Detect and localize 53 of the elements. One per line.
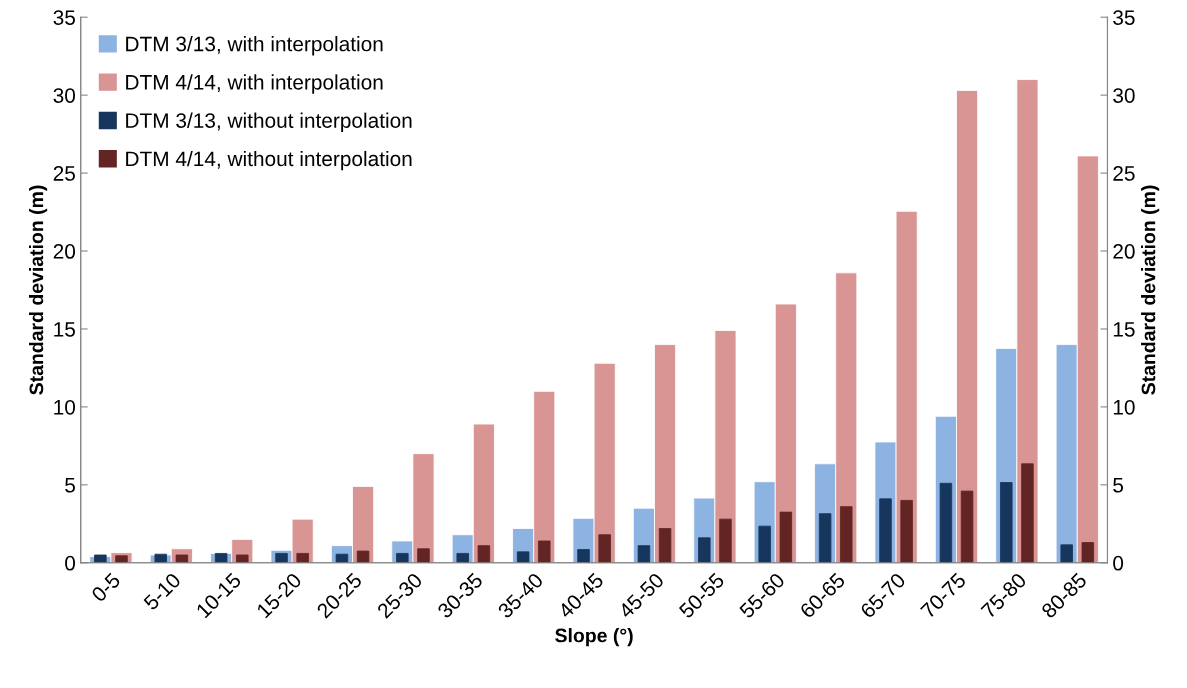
bar [516, 551, 530, 563]
bar [879, 498, 892, 563]
y-tick-label: 15 [54, 322, 75, 337]
bar [939, 482, 953, 563]
bar [456, 553, 469, 563]
y-tick-label: 30 [53, 88, 76, 103]
bar [1081, 542, 1095, 563]
y-tick-label: 5 [65, 478, 75, 493]
bar [417, 548, 430, 563]
legend-label: DTM 4/14, without interpolation [126, 150, 412, 171]
bar [1060, 544, 1073, 563]
bar [1000, 482, 1013, 563]
y2-tick-label: 0 [1113, 555, 1124, 571]
legend-label: DTM 3/13, without interpolation [126, 112, 412, 133]
y2-tick-label: 20 [1113, 244, 1135, 259]
y-axis-title: Standard deviation (m) [29, 185, 48, 395]
bar [900, 500, 913, 563]
bar [477, 545, 491, 563]
bar [356, 550, 370, 563]
y2-axis-title: Standard deviation (m) [1141, 185, 1160, 395]
legend-label: DTM 4/14, with interpolation [126, 74, 383, 94]
y2-tick-label: 35 [1113, 10, 1135, 25]
y2-tick-label: 25 [1113, 166, 1135, 181]
y-tick-label: 35 [53, 10, 75, 25]
y2-tick-label: 5 [1113, 478, 1124, 493]
bar [94, 554, 107, 563]
bar [538, 540, 551, 563]
bar [637, 545, 651, 563]
bar [577, 549, 590, 563]
bar [818, 513, 832, 563]
bar [698, 537, 711, 563]
bar [840, 506, 853, 563]
bar [598, 534, 611, 563]
y2-tick-label: 10 [1113, 399, 1135, 415]
y-tick-label: 0 [65, 555, 76, 571]
bar [658, 528, 672, 563]
bar [1021, 463, 1034, 563]
x-tick-label: 0-5 [90, 572, 122, 603]
bar [236, 554, 249, 563]
y2-tick-label: 30 [1113, 88, 1135, 103]
bar [960, 490, 974, 563]
x-axis-title: Slope (°) [555, 628, 633, 647]
x-tick-label: 5-10 [142, 572, 182, 611]
y-tick-label: 10 [54, 399, 76, 415]
y2-tick-label: 15 [1113, 322, 1135, 337]
legend-label: DTM 3/13, with interpolation [126, 36, 383, 56]
bar [758, 525, 771, 563]
y-tick-label: 20 [53, 244, 76, 259]
bar [296, 553, 309, 563]
bar [719, 518, 732, 563]
y-tick-label: 25 [53, 166, 75, 181]
bar [396, 553, 409, 563]
bar [779, 511, 793, 563]
